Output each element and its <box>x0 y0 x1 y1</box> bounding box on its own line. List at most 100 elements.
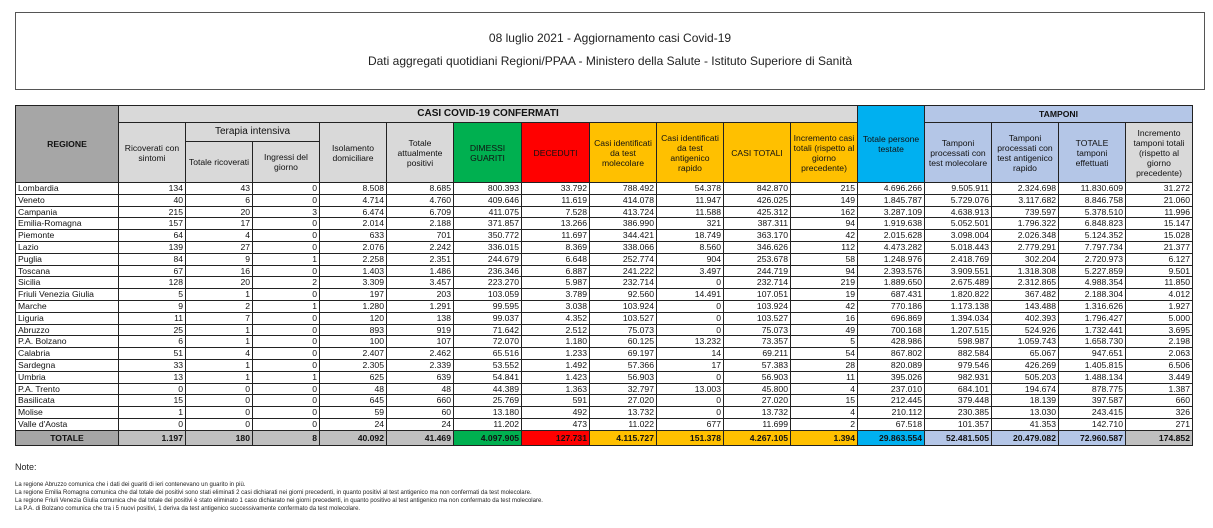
cell-col-10: 42 <box>790 229 858 242</box>
cell-col-14: 72.960.587 <box>1058 429 1126 446</box>
cell-col-8: 0 <box>656 394 724 408</box>
cell-col-14: 878.775 <box>1058 382 1126 396</box>
cell-col-0: 67 <box>118 264 186 278</box>
cell-col-9: 75.073 <box>723 323 791 337</box>
cell-col-15: 5.000 <box>1125 311 1193 325</box>
cell-col-15: 11.850 <box>1125 276 1193 290</box>
cell-col-6: 492 <box>521 406 590 419</box>
region-name: Campania <box>15 205 119 219</box>
cell-col-0: 15 <box>118 394 186 408</box>
cell-col-7: 27.020 <box>589 394 657 408</box>
title-box: 08 luglio 2021 - Aggiornamento casi Covi… <box>15 12 1205 90</box>
cell-col-14: 397.587 <box>1058 394 1126 408</box>
cell-col-0: 64 <box>118 229 186 242</box>
cell-col-13: 505.203 <box>991 370 1059 384</box>
cell-col-12: 1.207.515 <box>924 323 992 337</box>
region-name: Veneto <box>15 193 119 207</box>
cell-col-8: 0 <box>656 299 724 313</box>
table-row: Puglia 84 9 1 2.258 2.351 244.679 6.648 252.774 9… <box>15 252 1193 266</box>
cell-col-8: 0 <box>656 406 724 419</box>
cell-col-3: 8.508 <box>319 182 387 195</box>
region-name: Friuli Venezia Giulia <box>15 288 119 301</box>
cell-col-12: 230.385 <box>924 406 992 419</box>
cell-col-4: 4.760 <box>386 193 454 207</box>
cell-col-7: 11.022 <box>589 417 657 431</box>
cell-col-13: 65.067 <box>991 347 1059 360</box>
cell-col-9: 103.527 <box>723 311 791 325</box>
header-col-1: Totale ricoverati <box>185 141 253 183</box>
cell-col-0: 6 <box>118 335 186 349</box>
cell-col-13: 302.204 <box>991 252 1059 266</box>
cell-col-15: 3.695 <box>1125 323 1193 337</box>
cell-col-11: 1.845.787 <box>857 193 925 207</box>
cell-col-10: 58 <box>790 252 858 266</box>
header-col-9: CASI TOTALI <box>723 122 791 183</box>
cell-col-1: 0 <box>185 382 253 396</box>
cell-col-8: 151.378 <box>656 429 724 446</box>
cell-col-2: 0 <box>252 394 320 408</box>
cell-col-5: 65.516 <box>453 347 522 360</box>
header-terapia-intensiva: Terapia intensiva <box>185 122 320 142</box>
cell-col-15: 1.387 <box>1125 382 1193 396</box>
cell-col-0: 11 <box>118 311 186 325</box>
cell-col-11: 2.015.628 <box>857 229 925 242</box>
note-line: La regione Abruzzo comunica che i dati d… <box>15 482 246 488</box>
region-name: Emilia-Romagna <box>15 217 119 231</box>
cell-col-6: 1.492 <box>521 358 590 372</box>
cell-col-13: 18.139 <box>991 394 1059 408</box>
cell-col-11: 237.010 <box>857 382 925 396</box>
cell-col-12: 3.909.551 <box>924 264 992 278</box>
cell-col-1: 1 <box>185 323 253 337</box>
region-name: Basilicata <box>15 394 119 408</box>
cell-col-4: 138 <box>386 311 454 325</box>
cell-col-6: 7.528 <box>521 205 590 219</box>
cell-col-9: 244.719 <box>723 264 791 278</box>
cell-col-10: 215 <box>790 182 858 195</box>
cell-col-0: 157 <box>118 217 186 231</box>
cell-col-5: 71.642 <box>453 323 522 337</box>
cell-col-5: 411.075 <box>453 205 522 219</box>
cell-col-5: 223.270 <box>453 276 522 290</box>
cell-col-1: 4 <box>185 229 253 242</box>
cell-col-7: 103.924 <box>589 299 657 313</box>
cell-col-7: 69.197 <box>589 347 657 360</box>
cell-col-13: 402.393 <box>991 311 1059 325</box>
cell-col-1: 0 <box>185 406 253 419</box>
cell-col-11: 1.889.650 <box>857 276 925 290</box>
cell-col-13: 739.597 <box>991 205 1059 219</box>
cell-col-13: 143.488 <box>991 299 1059 313</box>
cell-col-0: 139 <box>118 240 186 254</box>
cell-col-14: 8.846.758 <box>1058 193 1126 207</box>
cell-col-13: 1.318.308 <box>991 264 1059 278</box>
region-name: P.A. Trento <box>15 382 119 396</box>
cell-col-4: 2.462 <box>386 347 454 360</box>
cell-col-2: 0 <box>252 264 320 278</box>
cell-col-3: 625 <box>319 370 387 384</box>
region-name: Sardegna <box>15 358 119 372</box>
cell-col-11: 700.168 <box>857 323 925 337</box>
cell-col-10: 219 <box>790 276 858 290</box>
cell-col-12: 379.448 <box>924 394 992 408</box>
cell-col-7: 13.732 <box>589 406 657 419</box>
cell-col-1: 20 <box>185 276 253 290</box>
region-name: Lombardia <box>15 182 119 195</box>
header-tamponi: TAMPONI <box>924 105 1193 123</box>
cell-col-12: 2.418.769 <box>924 252 992 266</box>
cell-col-12: 5.729.076 <box>924 193 992 207</box>
cell-col-11: 820.089 <box>857 358 925 372</box>
cell-col-8: 14.491 <box>656 288 724 301</box>
cell-col-9: 426.025 <box>723 193 791 207</box>
cell-col-4: 107 <box>386 335 454 349</box>
cell-col-1: 1 <box>185 335 253 349</box>
cell-col-10: 19 <box>790 288 858 301</box>
cell-col-12: 684.101 <box>924 382 992 396</box>
cell-col-7: 344.421 <box>589 229 657 242</box>
cell-col-12: 5.018.443 <box>924 240 992 254</box>
cell-col-10: 4 <box>790 406 858 419</box>
cell-col-10: 1.394 <box>790 429 858 446</box>
notes-section: Note: La regione Abruzzo comunica che i … <box>15 462 543 513</box>
cell-col-5: 44.389 <box>453 382 522 396</box>
cell-col-5: 336.015 <box>453 240 522 254</box>
header-col-7: Casi identificati da test molecolare <box>589 122 657 183</box>
cell-col-6: 11.697 <box>521 229 590 242</box>
